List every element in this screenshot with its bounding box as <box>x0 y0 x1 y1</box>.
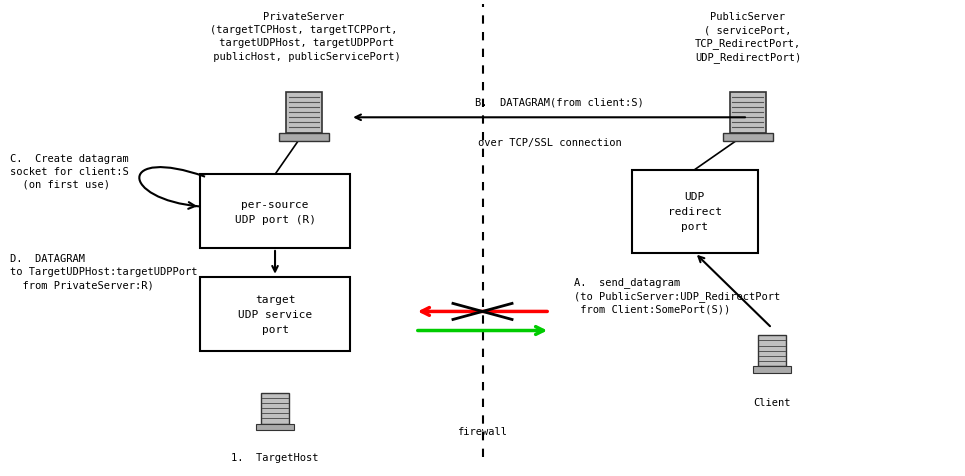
Text: B.  DATAGRAM(from client:S): B. DATAGRAM(from client:S) <box>476 97 644 107</box>
Bar <box>723 133 773 142</box>
Text: over TCP/SSL connection: over TCP/SSL connection <box>479 138 621 148</box>
Text: PrivateServer
(targetTCPHost, targetTCPPort,
 targetUDPHost, targetUDPPort
 publ: PrivateServer (targetTCPHost, targetTCPP… <box>207 12 400 61</box>
Bar <box>279 133 329 142</box>
Bar <box>632 170 758 253</box>
Text: firewall: firewall <box>457 426 508 436</box>
Bar <box>758 336 786 367</box>
Bar <box>261 393 290 424</box>
Text: UDP
redirect
port: UDP redirect port <box>668 192 722 232</box>
Text: Client: Client <box>754 397 790 407</box>
Text: C.  Create datagram
socket for client:S
  (on first use): C. Create datagram socket for client:S (… <box>10 153 128 189</box>
Bar <box>753 367 791 373</box>
Bar <box>256 424 294 430</box>
Text: per-source
UDP port (R): per-source UDP port (R) <box>234 199 316 224</box>
Text: 1.  TargetHost: 1. TargetHost <box>232 452 318 462</box>
Bar <box>730 93 766 133</box>
Text: target
UDP service
port: target UDP service port <box>238 294 312 334</box>
Text: D.  DATAGRAM
to TargetUDPHost:targetUDPPort
  from PrivateServer:R): D. DATAGRAM to TargetUDPHost:targetUDPPo… <box>10 253 197 289</box>
Text: A.  send_datagram
(to PublicServer:UDP_RedirectPort
 from Client:SomePort(S)): A. send_datagram (to PublicServer:UDP_Re… <box>574 276 781 314</box>
Bar <box>286 93 322 133</box>
Text: PublicServer
( servicePort,
TCP_RedirectPort,
UDP_RedirectPort): PublicServer ( servicePort, TCP_Redirect… <box>695 12 801 63</box>
Bar <box>200 175 349 248</box>
Bar <box>200 277 349 351</box>
